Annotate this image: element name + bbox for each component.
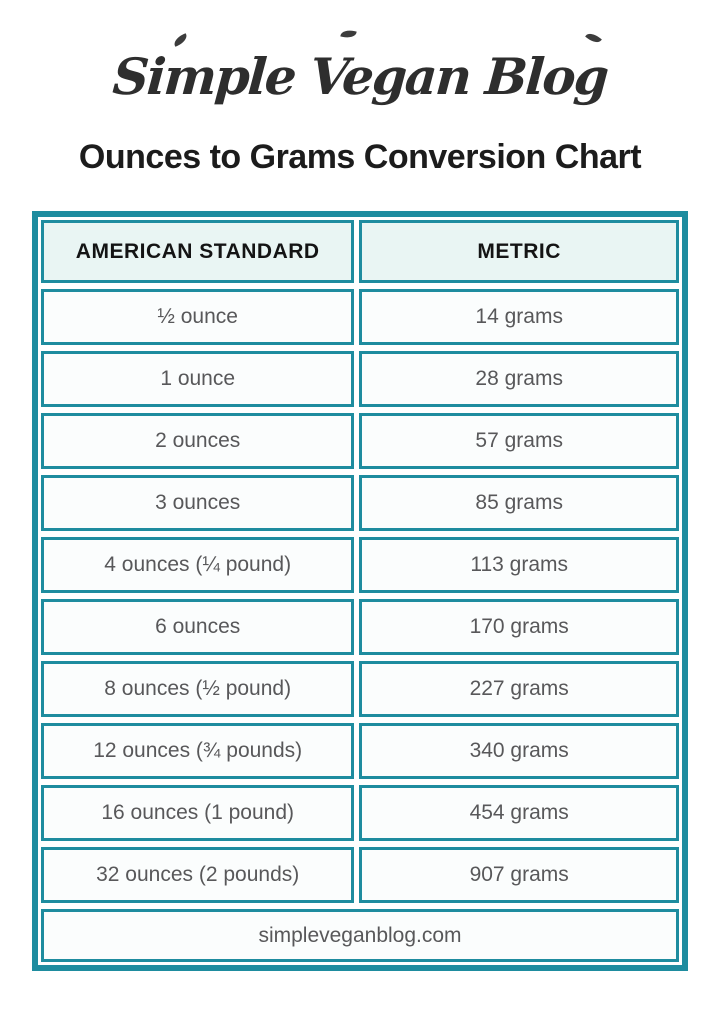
table-row: 12 ounces (¾ pounds) 340 grams bbox=[41, 723, 679, 779]
metric-cell: 227 grams bbox=[359, 661, 679, 717]
logo-text: Simple Vegan Blog bbox=[110, 46, 610, 106]
metric-cell: 170 grams bbox=[359, 599, 679, 655]
column-header-american-standard: AMERICAN STANDARD bbox=[41, 220, 355, 283]
website-url: simpleveganblog.com bbox=[41, 909, 679, 962]
metric-cell: 85 grams bbox=[359, 475, 679, 531]
standard-cell: 12 ounces (¾ pounds) bbox=[41, 723, 355, 779]
column-header-metric: METRIC bbox=[359, 220, 679, 283]
standard-cell: 8 ounces (½ pound) bbox=[41, 661, 355, 717]
table-row: 6 ounces 170 grams bbox=[41, 599, 679, 655]
page-title: Ounces to Grams Conversion Chart bbox=[78, 138, 642, 176]
table-footer-row: simpleveganblog.com bbox=[41, 909, 679, 962]
standard-cell: 3 ounces bbox=[41, 475, 355, 531]
table-row: 4 ounces (¼ pound) 113 grams bbox=[41, 537, 679, 593]
table-row: 2 ounces 57 grams bbox=[41, 413, 679, 469]
metric-cell: 454 grams bbox=[359, 785, 679, 841]
conversion-table: AMERICAN STANDARD METRIC ½ ounce 14 gram… bbox=[32, 211, 688, 971]
metric-cell: 907 grams bbox=[359, 847, 679, 903]
metric-cell: 113 grams bbox=[359, 537, 679, 593]
standard-cell: 6 ounces bbox=[41, 599, 355, 655]
standard-cell: 16 ounces (1 pound) bbox=[41, 785, 355, 841]
standard-cell: 1 ounce bbox=[41, 351, 355, 407]
standard-cell: ½ ounce bbox=[41, 289, 355, 345]
leaf-ornament-icon bbox=[340, 28, 357, 40]
table-row: 16 ounces (1 pound) 454 grams bbox=[41, 785, 679, 841]
leaf-ornament-icon bbox=[585, 30, 602, 46]
leaf-ornament-icon bbox=[172, 33, 190, 47]
table-row: 32 ounces (2 pounds) 907 grams bbox=[41, 847, 679, 903]
table-row: 8 ounces (½ pound) 227 grams bbox=[41, 661, 679, 717]
table-header-row: AMERICAN STANDARD METRIC bbox=[41, 220, 679, 283]
standard-cell: 4 ounces (¼ pound) bbox=[41, 537, 355, 593]
standard-cell: 2 ounces bbox=[41, 413, 355, 469]
metric-cell: 340 grams bbox=[359, 723, 679, 779]
metric-cell: 28 grams bbox=[359, 351, 679, 407]
metric-cell: 14 grams bbox=[359, 289, 679, 345]
metric-cell: 57 grams bbox=[359, 413, 679, 469]
logo: Simple Vegan Blog bbox=[110, 28, 610, 118]
standard-cell: 32 ounces (2 pounds) bbox=[41, 847, 355, 903]
table-row: 3 ounces 85 grams bbox=[41, 475, 679, 531]
table-row: 1 ounce 28 grams bbox=[41, 351, 679, 407]
table-row: ½ ounce 14 grams bbox=[41, 289, 679, 345]
